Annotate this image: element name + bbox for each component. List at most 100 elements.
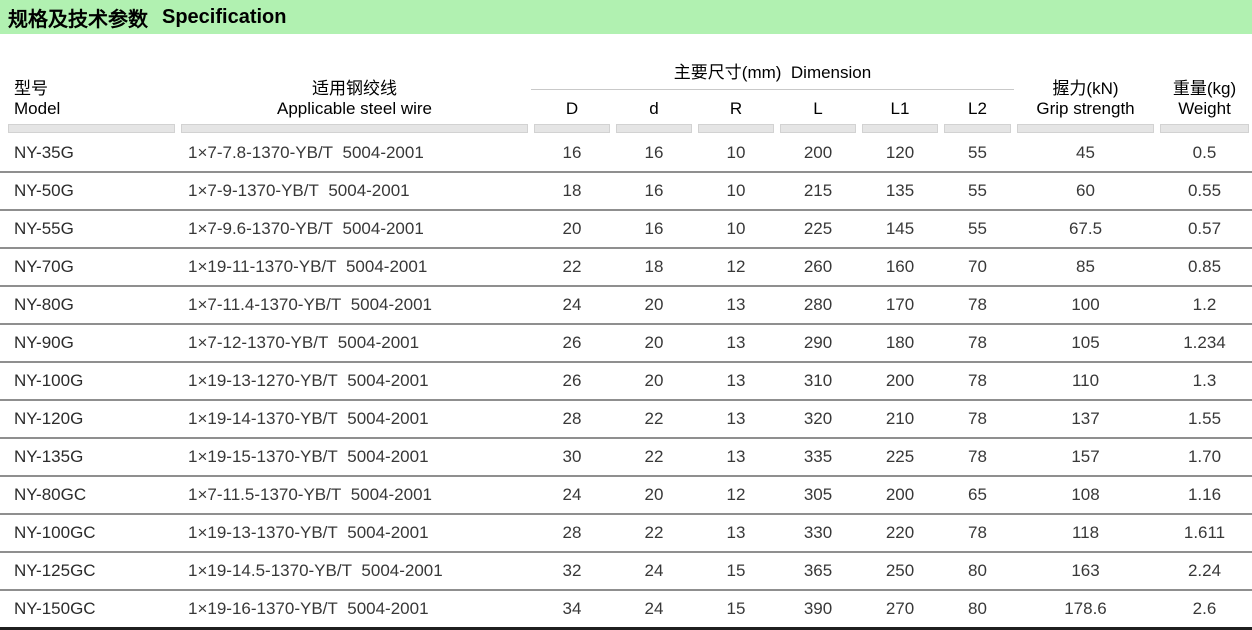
- cell-L1: 145: [859, 209, 941, 248]
- cell-model: NY-35G: [14, 143, 74, 162]
- cell-L1: 135: [859, 171, 941, 210]
- cell-weight: 0.85: [1157, 247, 1252, 286]
- table-row: NY-80G 1×7-11.4-1370-YB/T 5004-2001 24 20 13…: [0, 285, 1252, 324]
- cell-L2: 55: [941, 171, 1014, 210]
- cell-D: 22: [531, 247, 613, 286]
- column-underline: [616, 123, 692, 133]
- cell-d: 20: [613, 475, 695, 514]
- cell-L: 320: [777, 399, 859, 438]
- cell-weight: 0.55: [1157, 171, 1252, 210]
- cell-model: NY-135G: [0, 437, 178, 476]
- page-title-zh: 规格及技术参数: [8, 8, 148, 31]
- cell-d: 20: [613, 323, 695, 362]
- cell-grip: 45: [1076, 143, 1095, 162]
- cell-R: 10: [695, 171, 777, 210]
- cell-d: 18: [613, 247, 695, 286]
- column-underline: [698, 123, 774, 133]
- cell-grip: 67.5: [1014, 209, 1157, 248]
- cell-wire: 1×7-7.8-1370-YB/T 5004-2001: [188, 143, 424, 162]
- header-grip-zh: 握力(kN): [1052, 79, 1119, 98]
- spec-table: 型号 Model 适用钢绞线 Applicable steel wire 主要尺…: [0, 40, 1252, 630]
- cell-weight: 2.24: [1157, 551, 1252, 590]
- cell-L1: 250: [859, 551, 941, 590]
- table-row: NY-150GC 1×19-16-1370-YB/T 5004-2001 34 24 1…: [0, 589, 1252, 629]
- header-row-dims: D d R L L1 L2: [0, 90, 1252, 122]
- cell-D: 24: [531, 285, 613, 324]
- cell-L: 290: [777, 323, 859, 362]
- cell-wire: 1×19-14.5-1370-YB/T 5004-2001: [178, 551, 531, 590]
- col-header-wire: 适用钢绞线 Applicable steel wire: [178, 40, 531, 121]
- cell-wire: 1×19-11-1370-YB/T 5004-2001: [178, 247, 531, 286]
- cell-R: 10: [726, 143, 746, 162]
- cell-L2: 78: [941, 361, 1014, 400]
- cell-L2: 55: [968, 143, 987, 162]
- column-underline-row: [0, 121, 1252, 135]
- table-row: NY-100G 1×19-13-1270-YB/T 5004-2001 26 20 13…: [0, 361, 1252, 400]
- cell-model: NY-50G: [0, 171, 178, 210]
- table-row: NY-90G 1×7-12-1370-YB/T 5004-2001 26 20 13 29…: [0, 323, 1252, 362]
- cell-L2: 78: [941, 285, 1014, 324]
- table-header: 型号 Model 适用钢绞线 Applicable steel wire 主要尺…: [0, 40, 1252, 135]
- cell-L: 390: [777, 589, 859, 629]
- cell-weight: 1.611: [1157, 513, 1252, 552]
- cell-D: 26: [531, 361, 613, 400]
- cell-weight: 1.70: [1157, 437, 1252, 476]
- column-underline: [1017, 123, 1154, 133]
- cell-R: 12: [695, 475, 777, 514]
- cell-grip: 137: [1014, 399, 1157, 438]
- cell-L: 225: [777, 209, 859, 248]
- cell-d: 22: [613, 399, 695, 438]
- cell-L: 200: [803, 143, 833, 162]
- cell-d: 20: [613, 285, 695, 324]
- table-row: NY-135G 1×19-15-1370-YB/T 5004-2001 30 22 13…: [0, 437, 1252, 476]
- cell-grip: 110: [1014, 361, 1157, 400]
- cell-d: 24: [613, 589, 695, 629]
- cell-wire: 1×19-16-1370-YB/T 5004-2001: [178, 589, 531, 629]
- cell-R: 12: [695, 247, 777, 286]
- cell-grip: 108: [1014, 475, 1157, 514]
- cell-model: NY-100G: [0, 361, 178, 400]
- cell-R: 13: [695, 437, 777, 476]
- cell-weight: 0.5: [1192, 143, 1217, 162]
- table-row: NY-70G 1×19-11-1370-YB/T 5004-2001 22 18 12 2…: [0, 247, 1252, 286]
- column-underline: [780, 123, 856, 133]
- cell-weight: 0.57: [1157, 209, 1252, 248]
- table-row: NY-125GC 1×19-14.5-1370-YB/T 5004-2001 32 2…: [0, 551, 1252, 590]
- cell-model: NY-150GC: [0, 589, 178, 629]
- cell-R: 13: [695, 323, 777, 362]
- cell-grip: 163: [1014, 551, 1157, 590]
- cell-model: NY-100GC: [0, 513, 178, 552]
- cell-R: 13: [695, 361, 777, 400]
- header-weight-zh: 重量(kg): [1172, 79, 1237, 98]
- cell-d: 22: [613, 513, 695, 552]
- col-header-R: R: [729, 99, 743, 118]
- cell-weight: 1.16: [1157, 475, 1252, 514]
- cell-L1: 210: [859, 399, 941, 438]
- cell-model: NY-70G: [0, 247, 178, 286]
- cell-L2: 78: [941, 399, 1014, 438]
- cell-model: NY-80GC: [0, 475, 178, 514]
- header-wire-en: Applicable steel wire: [277, 99, 432, 118]
- cell-L: 310: [777, 361, 859, 400]
- cell-L: 335: [777, 437, 859, 476]
- cell-L: 215: [777, 171, 859, 210]
- cell-L2: 65: [941, 475, 1014, 514]
- cell-R: 13: [695, 285, 777, 324]
- cell-weight: 2.6: [1157, 589, 1252, 629]
- cell-grip: 118: [1014, 513, 1157, 552]
- cell-L2: 78: [941, 513, 1014, 552]
- cell-D: 16: [562, 143, 582, 162]
- cell-d: 20: [613, 361, 695, 400]
- cell-L: 330: [777, 513, 859, 552]
- cell-L1: 225: [859, 437, 941, 476]
- cell-model: NY-120G: [0, 399, 178, 438]
- cell-grip: 157: [1014, 437, 1157, 476]
- cell-weight: 1.234: [1157, 323, 1252, 362]
- cell-L: 365: [777, 551, 859, 590]
- cell-L1: 270: [859, 589, 941, 629]
- cell-weight: 1.3: [1157, 361, 1252, 400]
- column-underline: [944, 123, 1011, 133]
- cell-model: NY-125GC: [0, 551, 178, 590]
- cell-grip: 100: [1014, 285, 1157, 324]
- cell-D: 20: [531, 209, 613, 248]
